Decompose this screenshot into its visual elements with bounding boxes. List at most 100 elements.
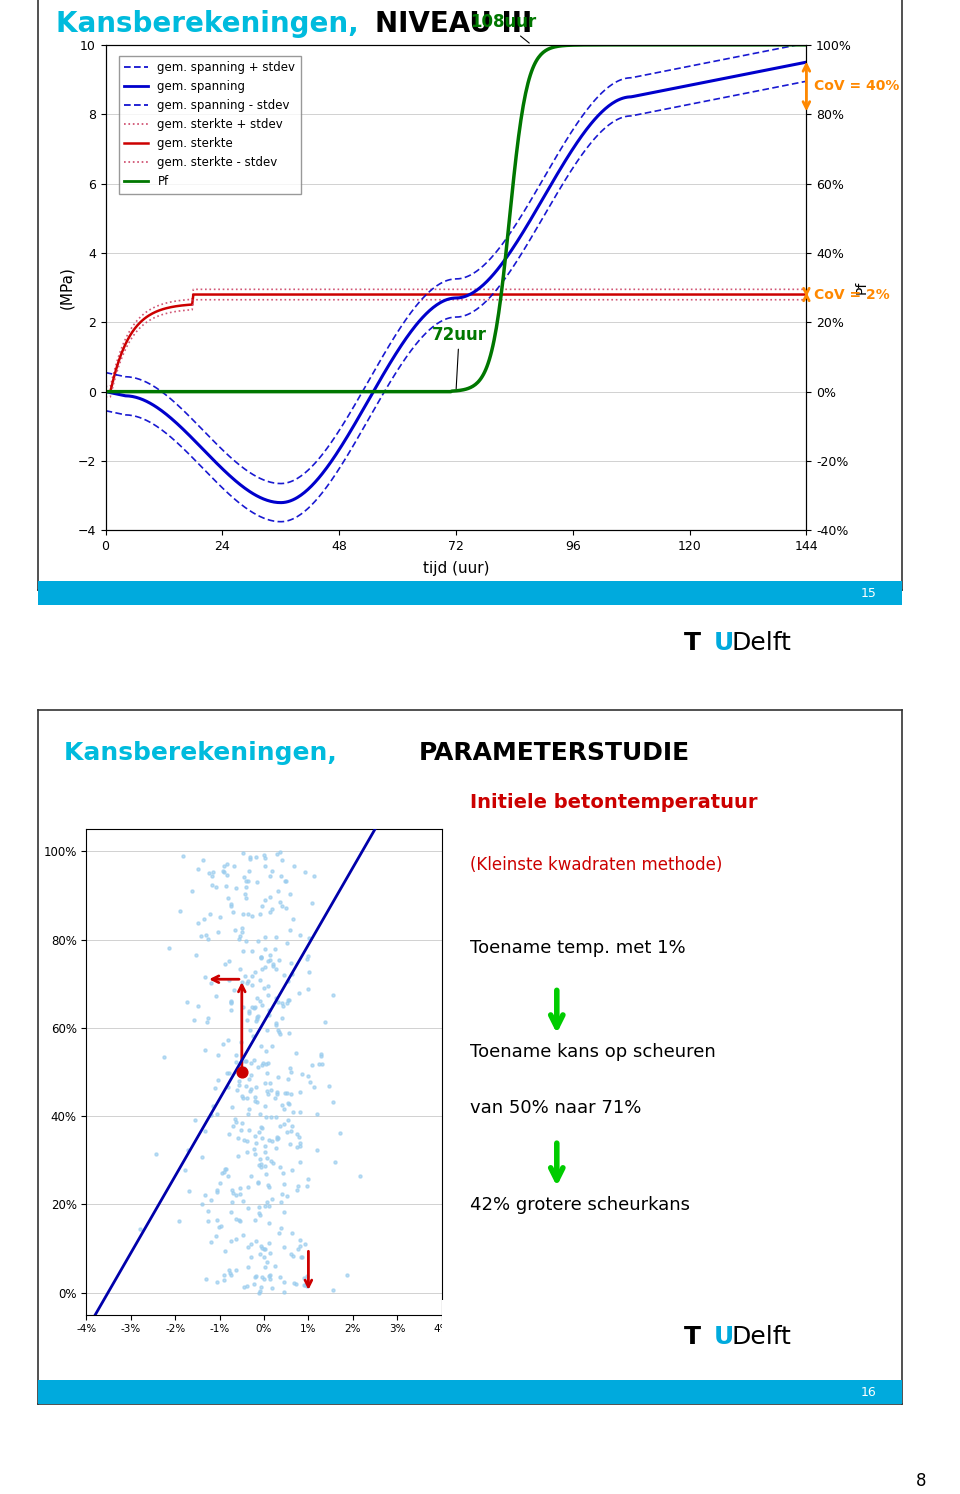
Text: (Kleinste kwadraten methode): (Kleinste kwadraten methode) — [470, 856, 723, 874]
Point — [257, 1237, 273, 1261]
Point — [256, 1267, 272, 1291]
Point — [198, 1183, 213, 1207]
Point — [247, 1137, 262, 1161]
Point — [251, 1055, 266, 1079]
Point — [250, 1091, 265, 1115]
Text: 108uur: 108uur — [470, 13, 537, 43]
Point — [184, 878, 200, 902]
Point — [297, 1265, 312, 1289]
Point — [300, 947, 315, 971]
Point — [258, 1162, 274, 1186]
Point — [243, 1050, 258, 1074]
Point — [279, 931, 295, 955]
Point — [278, 896, 294, 920]
Point — [293, 1131, 308, 1155]
Point — [300, 1167, 316, 1191]
Point — [283, 1119, 299, 1143]
Point — [276, 1173, 292, 1197]
Point — [259, 1079, 275, 1103]
Point — [240, 1195, 255, 1219]
Point — [201, 1007, 216, 1031]
Point — [253, 1274, 269, 1298]
Point — [249, 986, 264, 1010]
Point — [280, 1067, 296, 1091]
Text: NIVEAU III: NIVEAU III — [375, 10, 533, 39]
Point — [232, 923, 248, 947]
Point — [247, 1207, 262, 1231]
Point — [284, 1221, 300, 1245]
Point — [280, 988, 296, 1011]
Point — [327, 1150, 343, 1174]
Point — [262, 865, 277, 889]
Point — [264, 1186, 279, 1210]
Point — [224, 1262, 239, 1286]
Point — [252, 1103, 268, 1126]
Point — [292, 923, 307, 947]
Point — [204, 1094, 220, 1118]
Point — [235, 938, 251, 962]
Point — [276, 1112, 292, 1135]
Point — [282, 919, 298, 943]
Point — [181, 1179, 197, 1203]
Point — [280, 968, 296, 992]
Point — [258, 1040, 274, 1064]
Point — [239, 1129, 254, 1153]
Point — [263, 1071, 278, 1095]
Point — [281, 1022, 297, 1046]
Point — [228, 1043, 244, 1067]
Point — [304, 890, 320, 914]
Point — [222, 968, 237, 992]
Point — [214, 1161, 229, 1185]
Point — [230, 1126, 246, 1150]
Point — [252, 1201, 267, 1225]
Point — [249, 1007, 264, 1031]
Point — [194, 1192, 209, 1216]
Point — [276, 964, 292, 988]
Point — [257, 925, 273, 949]
Point — [253, 1115, 269, 1138]
Point — [253, 946, 269, 970]
Point — [275, 1182, 290, 1206]
Text: 16: 16 — [861, 1386, 876, 1398]
Point — [261, 1176, 276, 1200]
Point — [226, 901, 241, 925]
Point — [267, 1086, 282, 1110]
Point — [171, 1209, 186, 1233]
Point — [352, 1164, 368, 1188]
Point — [224, 1177, 239, 1201]
Point — [283, 1061, 299, 1085]
Point — [298, 1273, 313, 1297]
Point — [275, 1092, 290, 1116]
Point — [264, 1034, 279, 1058]
Point — [279, 991, 295, 1014]
Point — [203, 1188, 218, 1212]
Point — [239, 971, 254, 995]
Point — [216, 853, 231, 877]
Point — [269, 925, 284, 949]
Point — [223, 989, 238, 1013]
Point — [240, 1176, 255, 1200]
Point — [219, 852, 234, 875]
Point — [257, 853, 273, 877]
Point — [265, 859, 280, 883]
Point — [223, 992, 238, 1016]
Point — [209, 1207, 225, 1231]
Point — [250, 929, 265, 953]
Point — [263, 1149, 278, 1173]
Point — [201, 1209, 216, 1233]
Point — [217, 1268, 232, 1292]
Point — [283, 952, 299, 976]
Point — [293, 1245, 308, 1268]
Point — [191, 858, 206, 881]
Point — [317, 1010, 332, 1034]
Point — [255, 1050, 271, 1074]
Point — [208, 875, 224, 899]
Point — [273, 1155, 288, 1179]
Point — [252, 968, 267, 992]
Point — [253, 946, 269, 970]
Point — [274, 991, 289, 1014]
Text: T: T — [684, 1325, 701, 1349]
Point — [277, 1082, 293, 1106]
Point — [260, 1052, 276, 1076]
Point — [254, 1053, 270, 1077]
